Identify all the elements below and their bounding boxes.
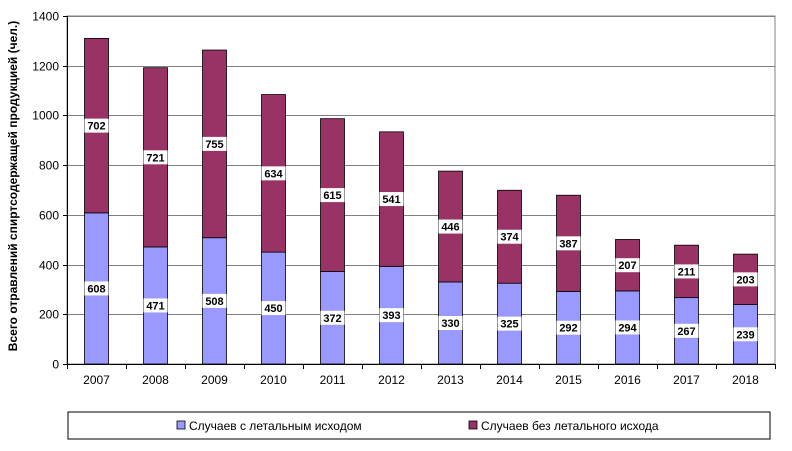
data-label: 446 <box>441 222 459 234</box>
x-tick-label: 2010 <box>260 373 287 387</box>
data-label: 239 <box>736 329 754 341</box>
data-label: 267 <box>677 326 695 338</box>
y-tick-label: 1200 <box>32 60 59 74</box>
legend-label-nonlethal: Случаев без летального исхода <box>481 419 659 433</box>
x-tick-label: 2008 <box>142 373 169 387</box>
data-label-bg <box>556 320 581 335</box>
x-tick-label: 2018 <box>732 373 759 387</box>
data-label-bg <box>438 315 463 330</box>
x-tick-label: 2015 <box>555 373 582 387</box>
data-label: 372 <box>323 313 341 325</box>
x-tick-label: 2011 <box>320 373 346 387</box>
y-axis-label: Всего отравлений спиртсодержащей продукц… <box>6 21 20 351</box>
y-tick-label: 600 <box>39 209 59 223</box>
data-label-bg <box>379 308 404 323</box>
x-tick-label: 2007 <box>83 373 110 387</box>
data-label-bg <box>320 310 345 325</box>
data-label: 207 <box>618 260 636 272</box>
data-label: 211 <box>678 266 696 278</box>
data-label: 387 <box>559 238 577 250</box>
data-labels: 608 702 471 721 508 755 450 634 372 615 393 541 330 4… <box>84 118 758 342</box>
y-tick-label: 1400 <box>32 10 59 24</box>
data-label: 450 <box>264 303 282 315</box>
data-label-bg <box>497 229 522 244</box>
x-tick-label: 2014 <box>496 373 523 387</box>
data-label-bg <box>733 327 758 342</box>
data-label: 393 <box>382 310 400 322</box>
data-label: 634 <box>264 168 283 180</box>
legend-swatch-nonlethal <box>468 420 478 430</box>
data-label: 374 <box>500 232 519 244</box>
y-tick-label: 400 <box>39 259 59 273</box>
data-label: 721 <box>146 152 164 164</box>
data-label-bg <box>143 298 168 313</box>
legend-box <box>67 411 771 440</box>
data-label-bg <box>261 166 286 181</box>
axes: 0 200 400 600 800 1000 1200 1400 2007 2008 2009 201… <box>32 10 776 387</box>
data-label-bg <box>379 192 404 207</box>
data-label: 471 <box>146 300 164 312</box>
data-label-bg <box>84 281 109 296</box>
gridlines <box>66 15 776 365</box>
y-tick-label: 200 <box>39 308 59 322</box>
plot-area <box>66 15 776 365</box>
data-label: 541 <box>382 194 400 206</box>
x-tick-label: 2009 <box>201 373 228 387</box>
data-label: 615 <box>323 190 341 202</box>
data-label: 702 <box>87 121 105 133</box>
x-tick-label: 2012 <box>378 373 405 387</box>
y-tick-label: 1000 <box>32 109 59 123</box>
data-label-bg <box>438 219 463 234</box>
x-tick-label: 2017 <box>673 373 700 387</box>
data-label-bg <box>674 264 699 279</box>
data-label-bg <box>615 258 640 273</box>
x-tick-label: 2016 <box>614 373 641 387</box>
data-label: 755 <box>205 139 223 151</box>
data-label-bg <box>202 293 227 308</box>
legend-label-lethal: Случаев с летальным исходом <box>189 419 362 433</box>
data-label-bg <box>320 188 345 203</box>
data-label-bg <box>84 118 109 133</box>
data-label-bg <box>143 150 168 165</box>
data-label-bg <box>497 316 522 331</box>
data-label: 294 <box>618 322 637 334</box>
legend-swatch-lethal <box>176 420 186 430</box>
data-label-bg <box>261 301 286 316</box>
data-label: 608 <box>87 283 105 295</box>
data-label: 508 <box>205 296 223 308</box>
y-tick-label: 0 <box>52 358 59 372</box>
data-label-bg <box>615 320 640 335</box>
data-label: 325 <box>500 319 518 331</box>
data-label-bg <box>674 323 699 338</box>
data-label: 292 <box>559 323 577 335</box>
data-label-bg <box>733 272 758 287</box>
data-label: 330 <box>441 318 459 330</box>
legend: Случаев с летальным исходом Случаев без … <box>67 411 771 440</box>
data-label-bg <box>556 236 581 251</box>
data-label: 203 <box>736 274 754 286</box>
y-tick-label: 800 <box>39 159 59 173</box>
data-label-bg <box>202 136 227 151</box>
x-tick-label: 2013 <box>437 373 464 387</box>
